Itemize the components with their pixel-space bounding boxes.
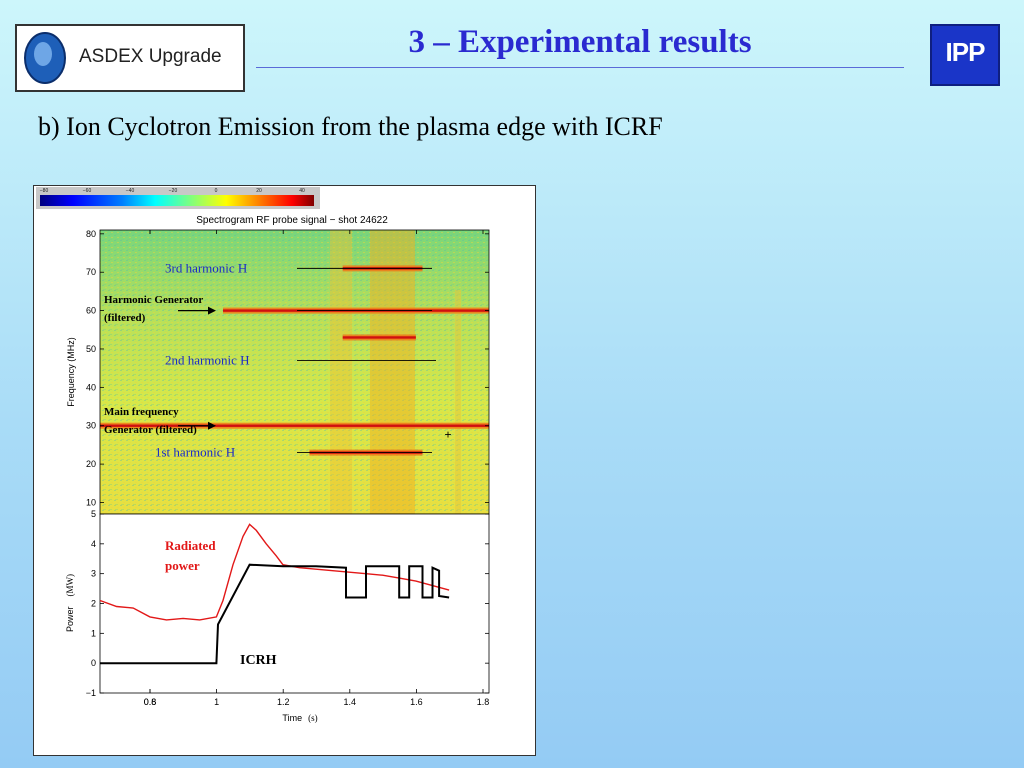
burst-band xyxy=(455,290,461,514)
x-tick-label: 1.8 xyxy=(477,697,490,707)
spectrogram-y-label: Frequency (MHz) xyxy=(66,337,76,407)
y-tick-label: 30 xyxy=(86,421,96,431)
x-tick-label: 0.8 xyxy=(144,697,157,707)
y-tick-label: 3 xyxy=(91,569,96,579)
asdex-logo: ASDEX Upgrade xyxy=(15,24,245,92)
power-series-labels: Radiated power ICRH xyxy=(165,538,277,668)
slide-title: 3 – Experimental results xyxy=(408,24,752,60)
radiated-power-line xyxy=(99,523,450,621)
x-tick-label: 1.2 xyxy=(277,697,290,707)
spectrogram-title: Spectrogram RF probe signal − shot 24622 xyxy=(196,215,388,226)
spectrogram-y-ticks: 10 20 30 40 50 60 70 80 xyxy=(86,229,489,507)
radiated-power-label: power xyxy=(165,558,200,573)
harmonic-label: 2nd harmonic H xyxy=(165,352,249,367)
y-tick-label: 40 xyxy=(86,382,96,392)
power-axes xyxy=(99,513,490,694)
colorbar-tick-label: −60 xyxy=(83,188,92,194)
power-y-label: Power(MW) xyxy=(65,574,75,632)
y-tick-label: 70 xyxy=(86,267,96,277)
generator-label: Harmonic Generator xyxy=(104,294,203,306)
y-tick-label: 50 xyxy=(86,344,96,354)
generator-label: Main frequency xyxy=(104,406,179,418)
y-tick-label: −1 xyxy=(86,688,96,698)
harmonic-label: 3rd harmonic H xyxy=(165,260,247,275)
x-tick-label: 1.4 xyxy=(344,697,357,707)
spectrogram-panel: 10 20 30 40 50 60 70 80 Frequency (MHz) 3rd har… xyxy=(66,229,490,515)
y-tick-label: 2 xyxy=(91,599,96,609)
y-tick-label: 20 xyxy=(86,459,96,469)
asdex-plasma-icon xyxy=(24,32,66,84)
colorbar-ticks: −80 −60 −40 −20 0 20 40 xyxy=(40,188,305,194)
radiated-power-label: Radiated xyxy=(165,538,216,553)
y-tick-label: 10 xyxy=(86,497,96,507)
x-tick-label: 1.6 xyxy=(410,697,423,707)
y-tick-label: 80 xyxy=(86,229,96,239)
logo-text: ASDEX Upgrade xyxy=(79,46,222,67)
spectrogram-noise xyxy=(100,230,489,514)
colorbar-tick-label: 20 xyxy=(256,188,262,194)
colorbar-tick-label: −80 xyxy=(40,188,49,194)
generator-label: Generator (filtered) xyxy=(104,424,197,436)
burst-band xyxy=(330,230,352,514)
y-tick-label: 4 xyxy=(91,539,96,549)
harmonic-label: 1st harmonic H xyxy=(155,445,235,460)
power-panel: −1 0 1 2 3 4 5 0.60.8 1 1.2 1.4 1.6 1.8 Power(MW) Ti… xyxy=(65,230,490,723)
ipp-logo: IPP xyxy=(930,24,1000,86)
power-x-label: Time (s) xyxy=(282,713,317,723)
arrow-head xyxy=(208,421,216,430)
plus-marker: + xyxy=(444,427,451,441)
emission-line-core xyxy=(342,336,416,339)
generator-label: (filtered) xyxy=(104,312,146,324)
colorbar-tick-label: 40 xyxy=(299,188,305,194)
colorbar-tick-label: −20 xyxy=(169,188,178,194)
colorbar-tick-label: −40 xyxy=(126,188,135,194)
title-underline xyxy=(256,67,904,68)
y-tick-label: 0 xyxy=(91,658,96,668)
x-tick-label: 1 xyxy=(214,697,219,707)
power-series xyxy=(99,523,450,665)
power-ticks: −1 0 1 2 3 4 5 0.60.8 1 1.2 1.4 1.6 1.8 xyxy=(86,230,490,707)
emission-line-core xyxy=(100,424,489,427)
icrh-label: ICRH xyxy=(240,653,277,668)
y-tick-label: 60 xyxy=(86,306,96,316)
spectrogram-annotations: 3rd harmonic H 2nd harmonic H 1st harmonic… xyxy=(104,260,452,459)
slide-subtitle: b) Ion Cyclotron Emission from the plasm… xyxy=(38,112,663,141)
icrh-power-line xyxy=(100,563,450,665)
burst-band xyxy=(370,230,415,514)
y-tick-label: 1 xyxy=(91,628,96,638)
colorbar xyxy=(40,195,314,206)
colorbar-tick-label: 0 xyxy=(215,188,218,194)
y-tick-label: 5 xyxy=(91,509,96,519)
arrow-head xyxy=(208,306,216,315)
x-tick-label: 0.6 xyxy=(144,697,157,707)
